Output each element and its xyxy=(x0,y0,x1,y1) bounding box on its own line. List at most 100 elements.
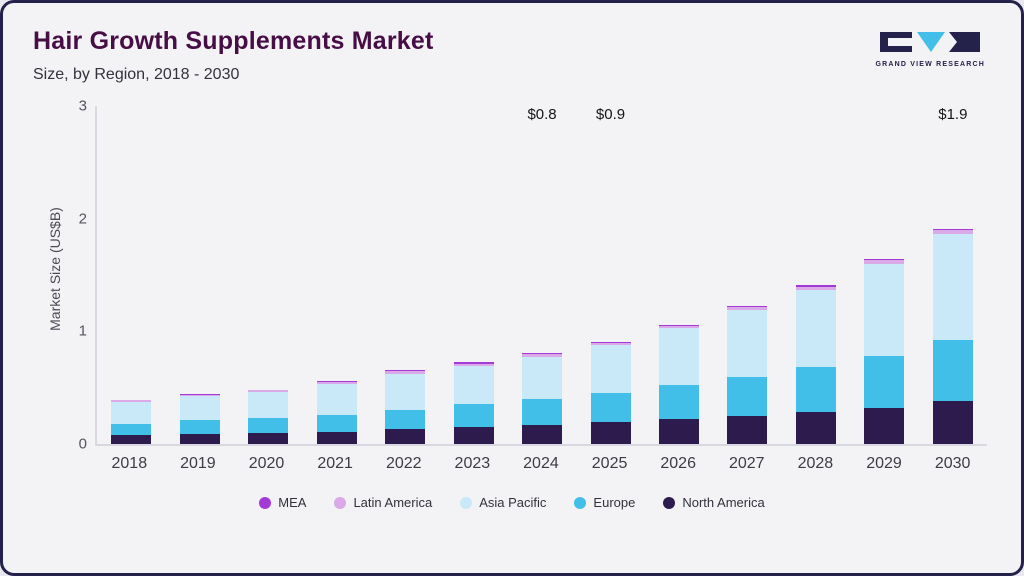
legend-label: Asia Pacific xyxy=(479,495,547,510)
bar-stack xyxy=(248,106,289,444)
legend-dot xyxy=(663,496,676,509)
x-tick-label: 2025 xyxy=(591,455,628,472)
bar-segment-mea xyxy=(795,285,836,287)
legend-item-asia-pacific: Asia Pacific xyxy=(460,495,546,510)
bar-2029 xyxy=(850,106,918,444)
bar-2025: $0.9 xyxy=(576,106,644,444)
header-text: Hair Growth Supplements Market Size, by … xyxy=(33,27,434,84)
legend-dot xyxy=(574,496,587,509)
bars-row: $0.8 $0.9 $1.9 xyxy=(97,106,987,444)
bar-segment-europe xyxy=(795,366,836,413)
bar-segment-mea xyxy=(658,325,699,327)
legend-item-latin-america: Latin America xyxy=(334,495,432,510)
bar-segment-europe xyxy=(385,410,426,430)
brand-logo-text: GRAND VIEW RESEARCH xyxy=(875,61,985,68)
y-tick-label: 1 xyxy=(78,322,87,340)
bar-2018 xyxy=(97,106,165,444)
x-tick-label: 2019 xyxy=(180,455,216,472)
bar-segment-north-america xyxy=(658,419,699,444)
bar-segment-latin-america xyxy=(795,286,836,290)
bar-segment-asia-pacific xyxy=(795,289,836,367)
bar-segment-asia-pacific xyxy=(179,396,220,421)
legend-label: Europe xyxy=(593,495,636,510)
bar-value-label: $0.8 xyxy=(527,106,557,123)
bar-segment-asia-pacific xyxy=(727,310,768,378)
bar-segment-north-america xyxy=(522,424,563,444)
bar-2030: $1.9 xyxy=(919,106,987,444)
y-tick-label: 3 xyxy=(78,97,87,115)
legend-item-north-america: North America xyxy=(663,495,765,510)
bar-stack xyxy=(932,130,973,444)
bar-segment-latin-america xyxy=(111,400,152,403)
bar-segment-mea xyxy=(932,228,973,230)
bar-stack xyxy=(111,106,152,444)
bar-segment-asia-pacific xyxy=(522,356,563,399)
bar-2020 xyxy=(234,106,302,444)
bar-segment-mea xyxy=(316,380,357,382)
x-tick-label: 2028 xyxy=(797,455,834,472)
bar-segment-asia-pacific xyxy=(316,383,357,415)
bar-segment-latin-america xyxy=(316,381,357,384)
bar-segment-europe xyxy=(179,420,220,434)
bar-stack xyxy=(385,106,426,444)
bar-segment-latin-america xyxy=(864,260,905,264)
bar-stack xyxy=(590,130,631,444)
bar-segment-north-america xyxy=(111,434,152,444)
bar-segment-europe xyxy=(727,377,768,416)
bar-segment-mea xyxy=(453,362,494,364)
bar-segment-north-america xyxy=(453,427,494,444)
bar-segment-latin-america xyxy=(248,390,289,392)
bar-segment-mea xyxy=(248,389,289,391)
legend-dot xyxy=(334,496,347,509)
chart-subtitle: Size, by Region, 2018 - 2030 xyxy=(33,66,240,83)
bar-2023 xyxy=(439,106,507,444)
bar-stack xyxy=(727,106,768,444)
legend-item-europe: Europe xyxy=(574,495,635,510)
bar-stack xyxy=(658,106,699,444)
bar-segment-europe xyxy=(658,385,699,420)
bar-segment-north-america xyxy=(864,407,905,444)
bar-segment-latin-america xyxy=(658,326,699,329)
bar-segment-asia-pacific xyxy=(932,234,973,340)
bar-segment-latin-america xyxy=(385,371,426,374)
bar-segment-north-america xyxy=(385,429,426,444)
bar-segment-europe xyxy=(932,339,973,401)
bar-segment-asia-pacific xyxy=(111,402,152,424)
bar-segment-europe xyxy=(453,404,494,427)
bar-2019 xyxy=(165,106,233,444)
bar-segment-latin-america xyxy=(727,306,768,311)
bar-segment-mea xyxy=(727,305,768,307)
x-tick-label: 2030 xyxy=(934,455,971,472)
grand-view-research-logo-icon xyxy=(880,32,981,52)
bar-stack xyxy=(522,130,563,444)
bar-stack xyxy=(864,106,905,444)
bar-2026 xyxy=(645,106,713,444)
y-tick-label: 0 xyxy=(78,435,87,453)
bar-segment-mea xyxy=(111,399,152,401)
x-tick-label: 2026 xyxy=(660,455,696,472)
x-tick-label: 2024 xyxy=(523,455,559,472)
bar-segment-north-america xyxy=(795,412,836,444)
bar-segment-mea xyxy=(864,259,905,261)
legend-dot xyxy=(259,496,272,509)
bar-segment-asia-pacific xyxy=(453,365,494,405)
bar-segment-europe xyxy=(864,355,905,408)
bar-segment-north-america xyxy=(179,433,220,444)
y-tick-label: 2 xyxy=(78,210,87,228)
bar-segment-europe xyxy=(111,423,152,435)
bar-stack xyxy=(179,106,220,444)
bar-segment-asia-pacific xyxy=(248,391,289,418)
bar-segment-mea xyxy=(590,342,631,344)
x-tick-label: 2020 xyxy=(248,455,285,472)
bar-stack xyxy=(795,106,836,444)
x-tick-label: 2023 xyxy=(454,455,491,472)
bar-stack xyxy=(316,106,357,444)
x-axis-labels: 2018 2019 2020 2021 2022 2023 2024 2025 2026 2027… xyxy=(95,446,987,473)
x-tick-label: 2021 xyxy=(317,455,353,472)
legend-item-mea: MEA xyxy=(259,495,306,510)
bar-segment-latin-america xyxy=(179,394,220,397)
x-tick-label: 2029 xyxy=(866,455,902,472)
legend-label: MEA xyxy=(278,495,307,510)
bar-value-label: $0.9 xyxy=(595,106,626,123)
x-tick-label: 2027 xyxy=(728,455,765,472)
